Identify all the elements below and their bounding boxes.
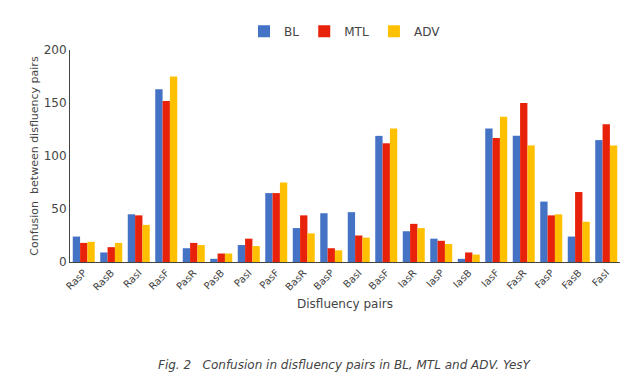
svg-text:FasR: FasR bbox=[505, 267, 529, 291]
svg-text:BasI: BasI bbox=[341, 267, 364, 290]
svg-text:BasF: BasF bbox=[366, 267, 391, 292]
svg-text:PasI: PasI bbox=[232, 267, 254, 289]
svg-text:0: 0 bbox=[59, 255, 67, 269]
svg-text:PasB: PasB bbox=[202, 267, 227, 292]
svg-text:150: 150 bbox=[44, 96, 67, 110]
svg-text:50: 50 bbox=[51, 202, 66, 216]
svg-text:FasP: FasP bbox=[533, 267, 556, 290]
svg-text:FasB: FasB bbox=[560, 267, 584, 291]
svg-text:RasF: RasF bbox=[147, 267, 172, 292]
svg-text:IasP: IasP bbox=[424, 267, 446, 289]
svg-text:Disfluency pairs: Disfluency pairs bbox=[297, 297, 393, 311]
svg-text:IasR: IasR bbox=[396, 267, 419, 290]
svg-text:BasR: BasR bbox=[283, 267, 309, 293]
svg-text:BL: BL bbox=[284, 25, 299, 39]
svg-text:100: 100 bbox=[44, 149, 67, 163]
svg-text:200: 200 bbox=[44, 43, 67, 57]
svg-text:FasI: FasI bbox=[590, 267, 611, 288]
svg-text:Fig. 2 Confusion in disfluen: Fig. 2 Confusion in disfluency pairs in … bbox=[158, 358, 532, 372]
svg-text:PasR: PasR bbox=[174, 267, 199, 292]
svg-text:MTL: MTL bbox=[344, 25, 369, 39]
svg-text:PasF: PasF bbox=[257, 267, 281, 291]
svg-text:Confusion between disfluency: Confusion between disfluency pairs bbox=[28, 56, 41, 256]
svg-text:ADV: ADV bbox=[414, 25, 440, 39]
svg-text:RasB: RasB bbox=[91, 267, 117, 293]
svg-text:BasP: BasP bbox=[311, 267, 336, 292]
svg-text:IasF: IasF bbox=[479, 267, 501, 289]
svg-text:IasB: IasB bbox=[451, 267, 474, 290]
svg-text:RasP: RasP bbox=[64, 267, 89, 292]
svg-text:RasI: RasI bbox=[121, 267, 144, 290]
